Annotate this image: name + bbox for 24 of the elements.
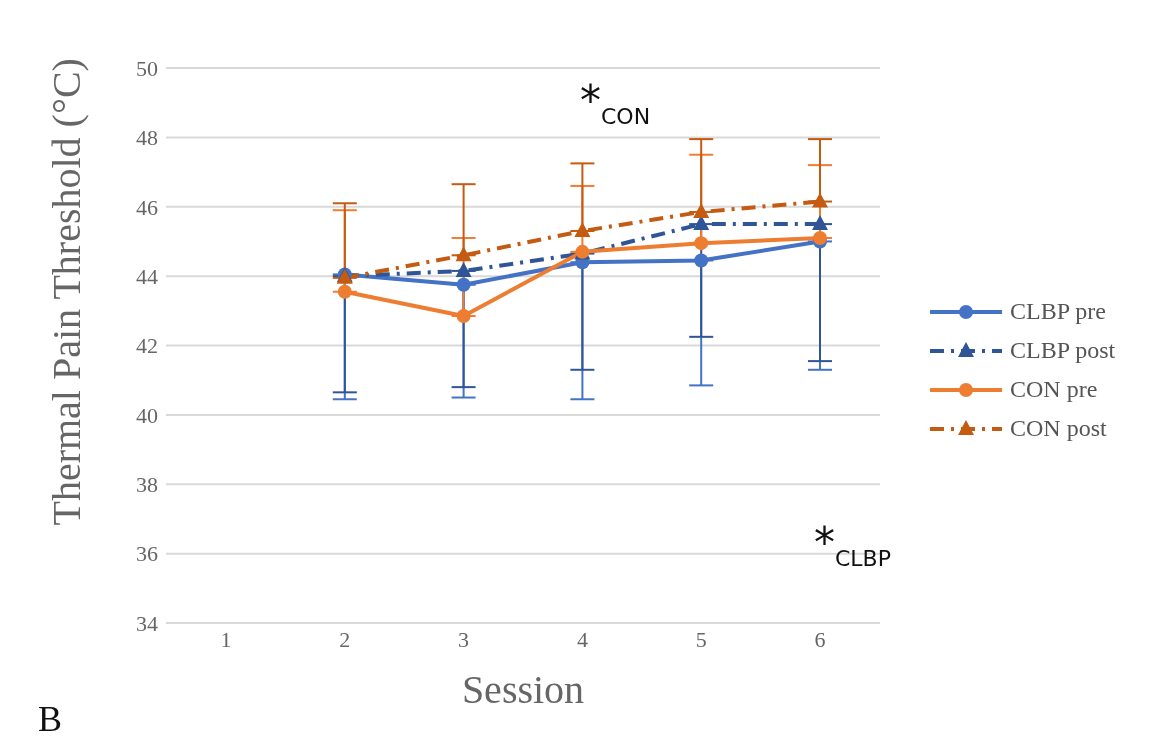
y-tick-label: 44 xyxy=(136,263,158,289)
text: B xyxy=(38,699,63,739)
y-tick-label: 36 xyxy=(136,541,158,567)
x-axis-title: Session xyxy=(461,667,585,712)
x-tick-label: 5 xyxy=(695,626,707,652)
y-axis-title: Thermal Pain Threshold (°C) xyxy=(44,58,90,526)
legend-label: CLBP post xyxy=(1010,337,1116,364)
x-tick-label: 3 xyxy=(458,626,470,652)
annotation: *$_{CLBP}$ xyxy=(814,518,891,572)
y-tick-label: 34 xyxy=(136,610,158,636)
x-tick-label: 6 xyxy=(814,626,826,652)
y-tick-label: 46 xyxy=(136,194,158,220)
y-tick-label: 42 xyxy=(136,333,158,359)
legend-label: CON post xyxy=(1010,415,1107,442)
y-tick-label: 40 xyxy=(136,402,158,428)
annotation: *$_{CON}$ xyxy=(580,76,651,130)
x-tick-label: 4 xyxy=(576,626,588,652)
y-tick-label: 38 xyxy=(136,472,158,498)
x-tick-label: 1 xyxy=(220,626,232,652)
legend-label: CLBP pre xyxy=(1010,298,1106,325)
y-tick-label: 50 xyxy=(136,55,158,81)
y-tick-label: 48 xyxy=(136,125,158,151)
x-tick-label: 2 xyxy=(339,626,351,652)
legend-label: CON pre xyxy=(1010,376,1098,403)
